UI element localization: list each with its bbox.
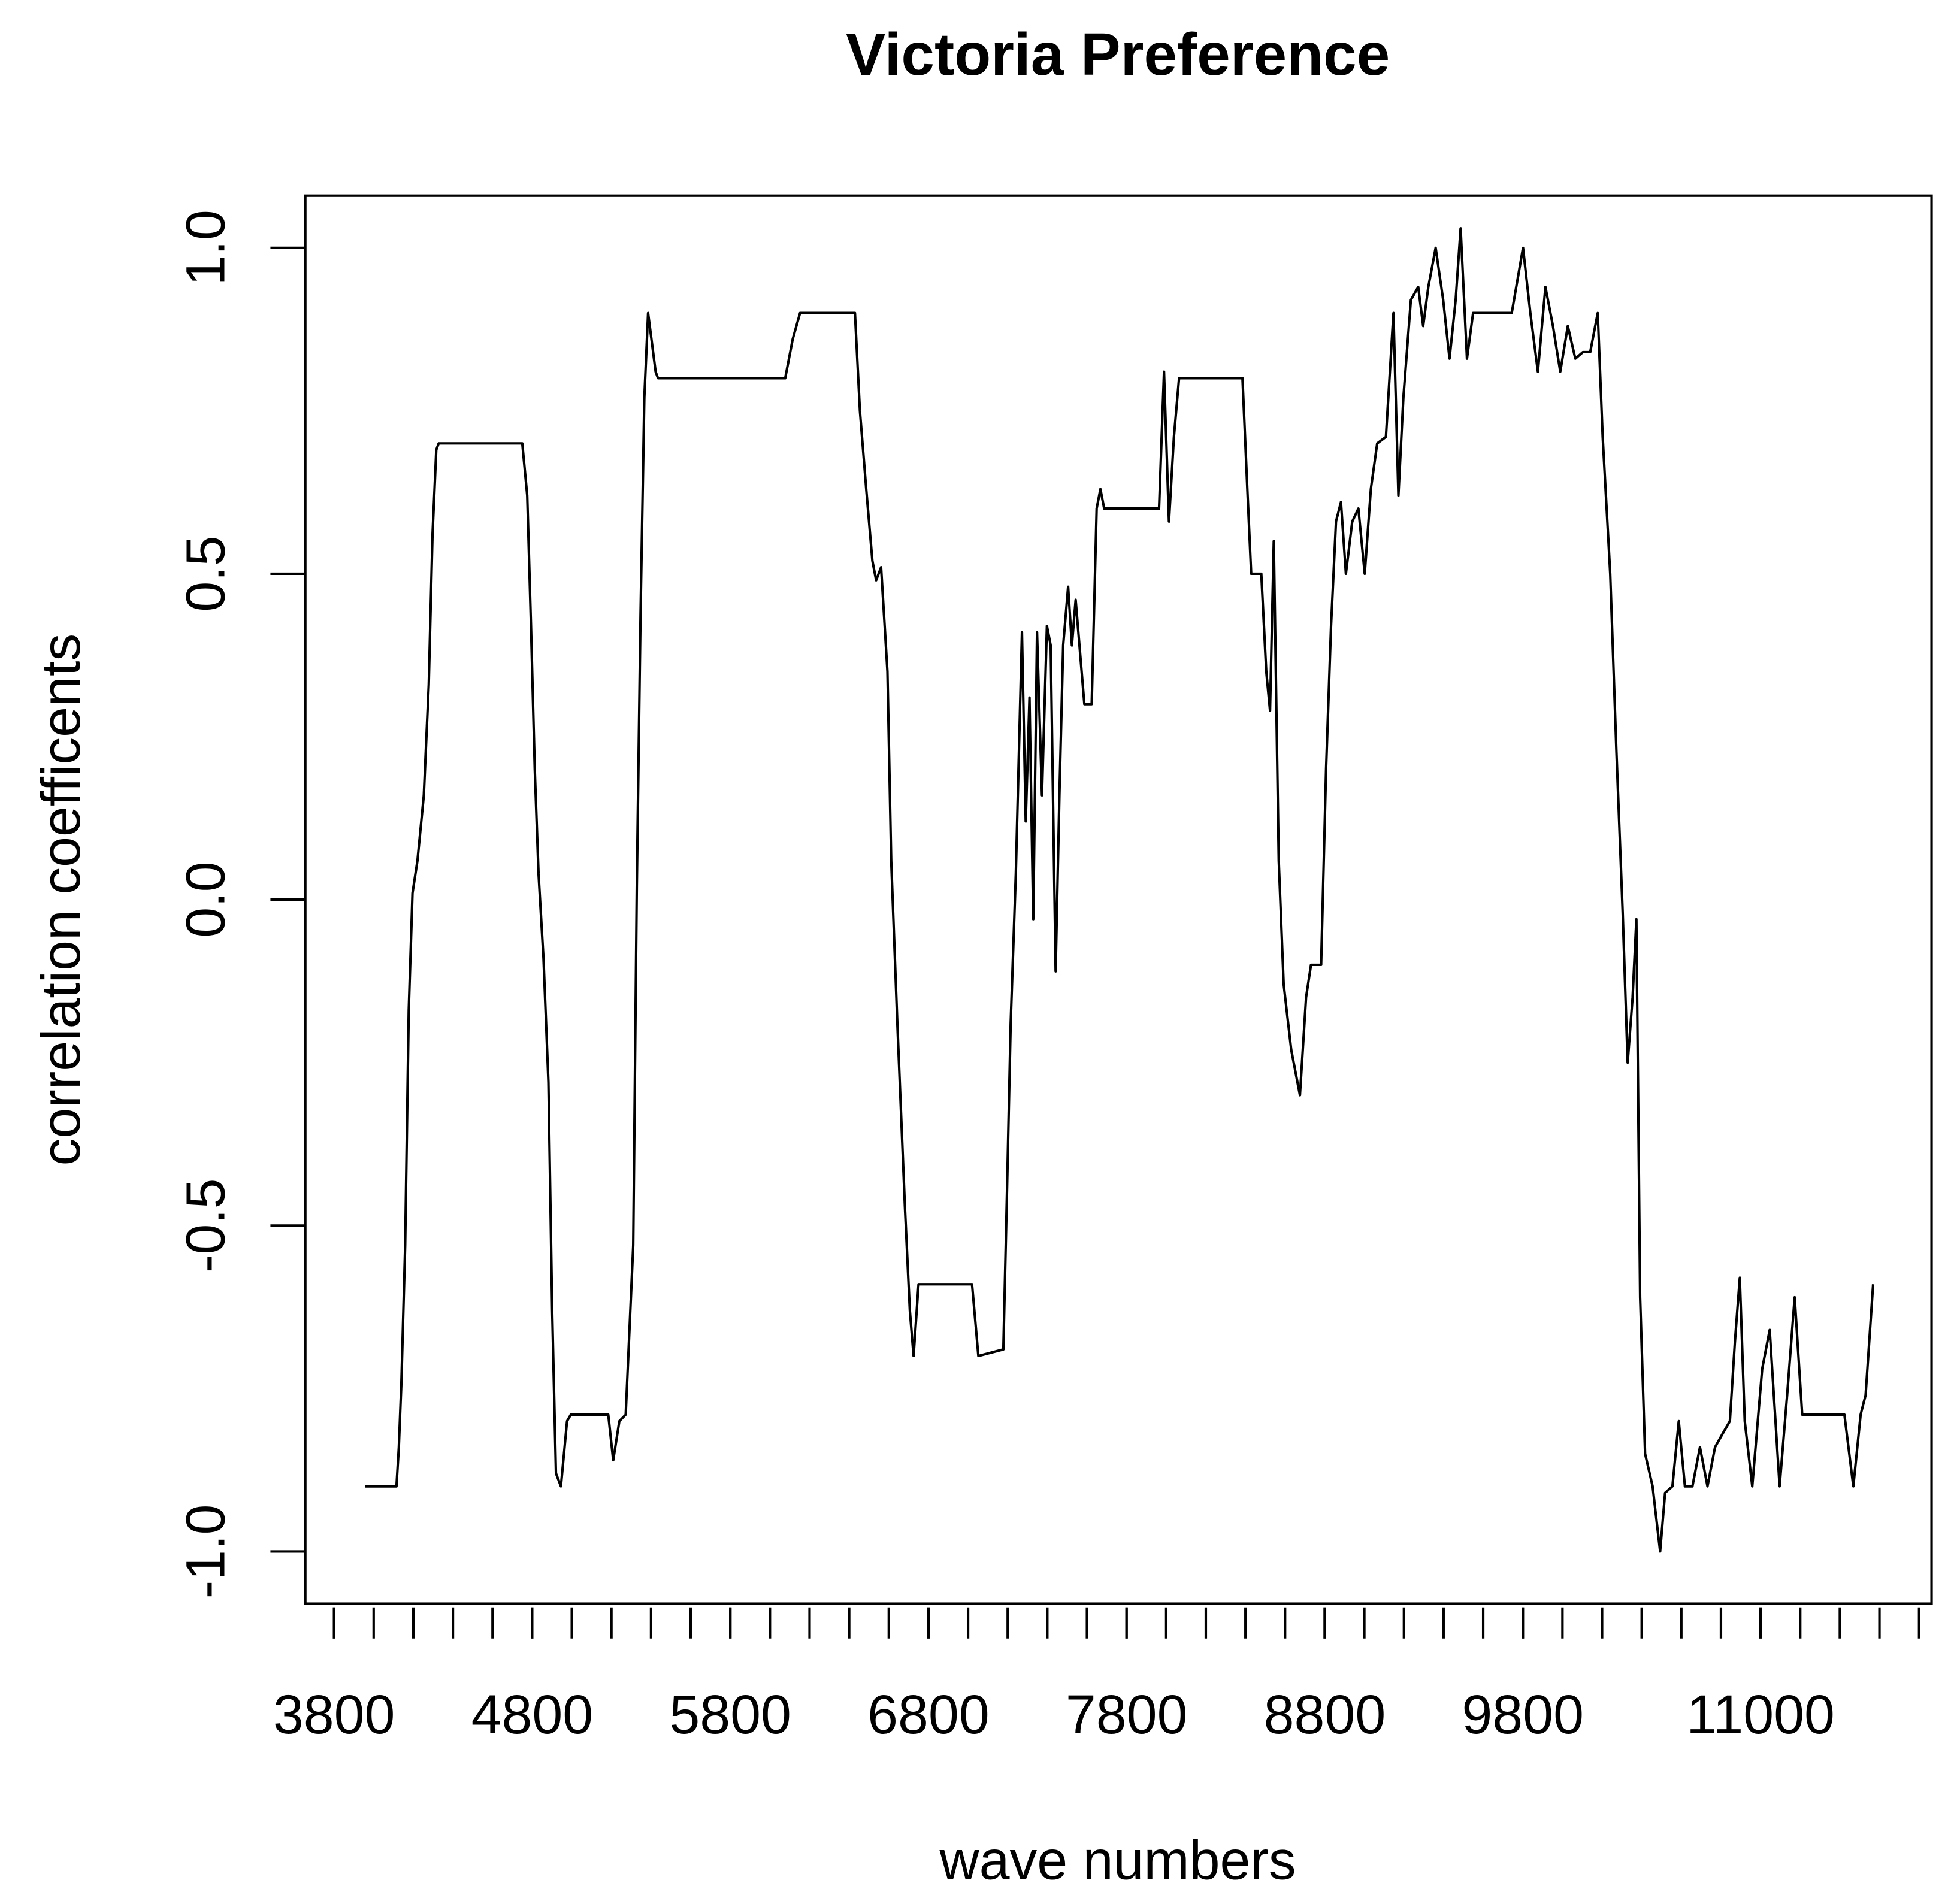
y-axis-title: correlation coefficents xyxy=(31,634,92,1166)
plot-frame xyxy=(304,194,1933,1605)
y-tick-label: 0.0 xyxy=(175,862,236,938)
x-tick-label: 8800 xyxy=(1264,1684,1386,1745)
x-tick-label: 7800 xyxy=(1066,1684,1188,1745)
x-tick-label: 3800 xyxy=(273,1684,395,1745)
x-tick-label: 6800 xyxy=(867,1684,990,1745)
x-tick-label: 11000 xyxy=(1686,1684,1835,1745)
y-tick-label: 0.5 xyxy=(175,535,236,612)
x-tick-label: 5800 xyxy=(669,1684,791,1745)
y-tick-label: 1.0 xyxy=(175,210,236,286)
chart-title: Victoria Preference xyxy=(846,22,1390,88)
x-tick-label: 9800 xyxy=(1462,1684,1584,1745)
data-line xyxy=(365,227,1875,1553)
y-tick-label: -1.0 xyxy=(175,1505,236,1599)
x-axis-title: wave numbers xyxy=(939,1830,1296,1891)
y-tick-label: -0.5 xyxy=(175,1178,236,1273)
x-tick-label: 4800 xyxy=(471,1684,594,1745)
